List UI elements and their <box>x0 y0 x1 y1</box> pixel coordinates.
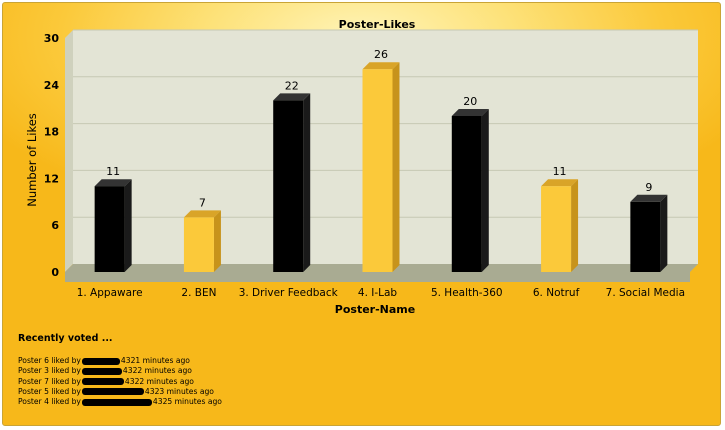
bar-value-label: 20 <box>463 95 477 108</box>
bar-front <box>273 100 304 273</box>
bar: 26 <box>362 48 400 273</box>
bar-side <box>303 93 311 273</box>
bar-top <box>451 109 489 116</box>
chart-floor <box>65 264 698 282</box>
x-tick-label: 3. Driver Feedback <box>239 287 339 299</box>
redacted-name <box>81 398 152 406</box>
chart-title: Poster-Likes <box>339 18 416 31</box>
bar: 11 <box>94 165 132 272</box>
y-tick-label: 6 <box>51 219 59 232</box>
vote-text: Poster 6 liked by <box>18 356 81 365</box>
x-axis-label: Poster-Name <box>335 303 415 316</box>
bar: 20 <box>451 95 489 272</box>
x-tick-label: 7. Social Media <box>606 287 685 299</box>
bar-top <box>183 210 221 218</box>
vote-time: 4321 minutes ago <box>120 356 190 365</box>
y-tick-label: 30 <box>44 32 60 45</box>
bar-front <box>541 186 572 272</box>
bar-value-label: 11 <box>553 165 567 178</box>
vote-text: Poster 7 liked by <box>18 376 81 386</box>
y-axis-ticks: 0 6 12 18 24 30 <box>44 32 60 279</box>
bar-side <box>213 210 221 272</box>
bar: 22 <box>273 79 311 273</box>
redacted-name <box>81 367 122 375</box>
vote-time: 4325 minutes ago <box>152 397 222 407</box>
bar-side <box>571 179 579 272</box>
x-tick-label: 2. BEN <box>181 287 216 299</box>
bar-top <box>362 62 400 70</box>
bars: 11 7 22 26 20 11 9 <box>94 48 668 273</box>
bar-top <box>630 194 668 202</box>
bar-value-label: 26 <box>374 48 388 61</box>
vote-text: Poster 5 liked by <box>18 386 81 396</box>
vote-text: Poster 4 liked by <box>18 397 81 407</box>
y-tick-label: 12 <box>44 172 59 185</box>
x-tick-label: 4. I-Lab <box>358 287 398 299</box>
bar: 7 <box>183 196 221 272</box>
x-tick-label: 6. Notruf <box>533 287 580 299</box>
vote-time: 4322 minutes ago <box>124 376 194 386</box>
x-tick-label: 1. Appaware <box>77 287 143 299</box>
bar-side <box>392 62 400 273</box>
redacted-name <box>81 388 144 396</box>
vote-time: 4322 minutes ago <box>122 366 192 376</box>
y-axis-label: Number of Likes <box>25 113 39 207</box>
recent-vote-entry: Poster 6 liked by 4321 minutes ago <box>18 356 418 366</box>
redacted-name <box>81 378 124 386</box>
bar-front <box>362 69 393 272</box>
bar-front <box>94 186 125 272</box>
recent-votes-list: Poster 6 liked by 4321 minutes ago Poster … <box>18 356 418 407</box>
redacted-name <box>81 357 120 365</box>
bar-value-label: 22 <box>285 79 299 92</box>
bar-value-label: 9 <box>645 181 652 194</box>
recent-vote-entry: Poster 7 liked by 4322 minutes ago <box>18 377 418 387</box>
vote-time: 4323 minutes ago <box>144 386 214 396</box>
recent-votes-title: Recently voted ... <box>18 333 113 344</box>
recent-votes: Recently voted ... Poster 6 liked by 4321… <box>18 333 418 407</box>
bar-front <box>451 116 482 272</box>
bar-value-label: 7 <box>199 196 206 209</box>
bar: 9 <box>630 181 668 272</box>
bar-value-label: 11 <box>106 165 120 178</box>
y-tick-label: 0 <box>51 266 59 279</box>
bar-top <box>541 179 579 187</box>
bar-front <box>630 201 661 272</box>
bar-top <box>273 93 311 101</box>
bar-side <box>124 179 132 272</box>
bar-top <box>94 179 132 187</box>
vote-text: Poster 3 liked by <box>18 366 81 376</box>
bar-front <box>183 217 214 272</box>
y-tick-label: 24 <box>44 79 60 92</box>
bar-side <box>481 109 489 272</box>
recent-vote-entry: Poster 5 liked by 4323 minutes ago <box>18 387 418 397</box>
plot-side-wall <box>65 30 73 272</box>
recent-vote-entry: Poster 4 liked by 4325 minutes ago <box>18 397 418 407</box>
bar-side <box>660 194 668 272</box>
x-axis-ticks: 1. Appaware 2. BEN 3. Driver Feedback 4. I-… <box>77 287 685 299</box>
bar: 11 <box>541 165 579 272</box>
x-tick-label: 5. Health-360 <box>431 287 503 299</box>
y-tick-label: 18 <box>44 126 59 139</box>
recent-vote-entry: Poster 3 liked by 4322 minutes ago <box>18 366 418 376</box>
